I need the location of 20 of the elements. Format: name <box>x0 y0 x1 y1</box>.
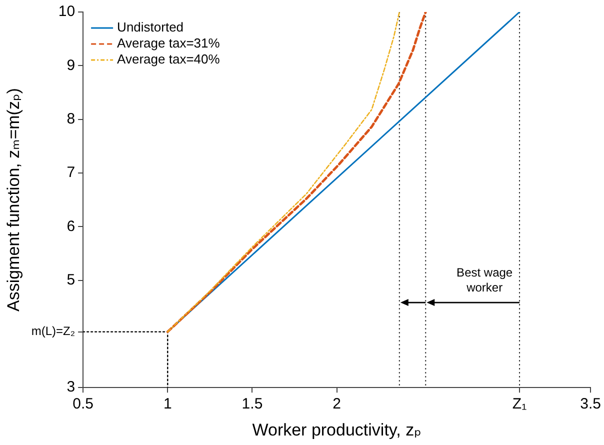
legend-label: Undistorted <box>117 20 184 35</box>
x-tick-label: 1.5 <box>242 396 263 413</box>
y-tick-label: 3 <box>66 378 76 396</box>
legend-label: Average tax=31% <box>117 36 220 51</box>
y-tick-label: m(L)=Z₂ <box>31 324 76 338</box>
x-axis-title: Worker productivity, zₚ <box>252 420 422 440</box>
x-tick-label: 0.5 <box>72 396 94 413</box>
x-tick-label: Z₁ <box>512 396 527 413</box>
y-tick-label: 10 <box>58 3 76 20</box>
y-tick-label: 9 <box>66 56 76 74</box>
y-tick-label: 5 <box>66 271 76 288</box>
y-tick-label: 8 <box>66 110 76 128</box>
x-tick-label: 1 <box>163 396 172 413</box>
annotation: Best wage worker <box>456 265 513 294</box>
y-tick-label: 6 <box>66 218 76 235</box>
x-tick-label: 2 <box>332 396 341 413</box>
x-tick-label: 3.5 <box>580 396 602 413</box>
y-tick-label: 7 <box>66 164 76 182</box>
legend-label: Average tax=40% <box>117 52 220 67</box>
y-axis-title: Assigment function, zₘ=m(zₚ) <box>4 88 23 312</box>
